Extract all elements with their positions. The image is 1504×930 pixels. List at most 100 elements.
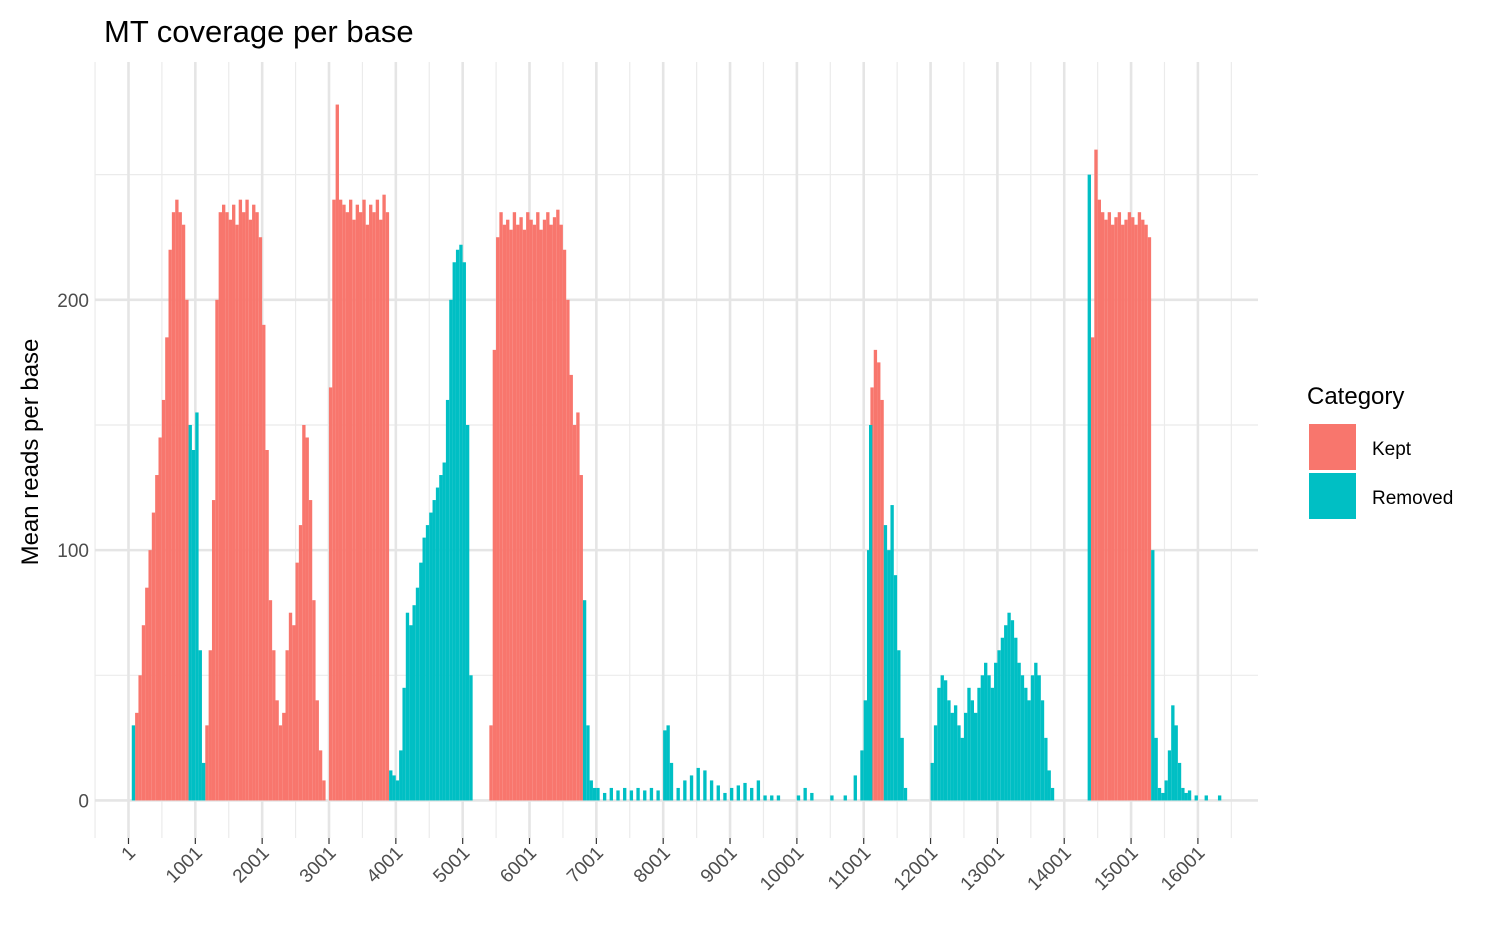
x-tick-label: 1 <box>118 843 140 865</box>
bar-kept <box>228 219 233 801</box>
bar-removed <box>629 790 634 801</box>
bar-removed <box>1177 762 1182 801</box>
bar-kept <box>218 212 222 801</box>
bar-removed <box>1154 737 1158 801</box>
bar-kept <box>318 750 323 801</box>
y-tick-label: 0 <box>78 791 89 812</box>
bar-kept <box>348 199 353 801</box>
bar-removed <box>933 725 938 801</box>
bar-removed <box>188 424 192 801</box>
bar-removed <box>756 780 761 801</box>
bar-removed <box>405 612 410 801</box>
bar-removed <box>716 785 720 801</box>
bar-removed <box>455 249 460 801</box>
bar-removed <box>201 762 206 801</box>
bar-kept <box>502 224 507 801</box>
bar-removed <box>729 787 734 801</box>
bar-removed <box>1014 637 1018 801</box>
bar-removed <box>866 550 871 801</box>
bar-removed <box>994 662 998 801</box>
bar-removed <box>1017 662 1021 801</box>
x-axis-ticks: 1 1001 2001 3001 4001 5001 6001 7001 8001 9001 100… <box>118 838 1209 895</box>
bar-removed <box>191 450 196 801</box>
bar-removed <box>656 790 660 801</box>
legend: Category Kept Removed <box>1307 383 1453 519</box>
bar-kept <box>178 212 182 801</box>
bar-kept <box>509 229 513 801</box>
legend-label-kept: Kept <box>1372 439 1412 460</box>
bar-removed <box>402 687 406 801</box>
x-tick-label: 9001 <box>697 843 742 888</box>
bar-removed <box>1171 705 1175 801</box>
bar-kept <box>1131 217 1135 801</box>
bar-removed <box>987 675 991 801</box>
bar-kept <box>362 199 366 801</box>
bar-kept <box>278 725 283 801</box>
bar-kept <box>1104 219 1108 801</box>
bar-kept <box>552 217 557 801</box>
bar-removed <box>1030 675 1035 801</box>
bar-kept <box>328 387 333 801</box>
bar-removed <box>977 687 981 801</box>
bar-kept <box>365 224 370 801</box>
bar-removed <box>1087 174 1091 801</box>
bar-kept <box>499 212 503 801</box>
bar-removed <box>1151 550 1155 801</box>
bar-kept <box>539 229 543 801</box>
bar-kept <box>262 324 266 801</box>
bar-kept <box>225 212 229 801</box>
x-tick-label: 4001 <box>363 843 408 888</box>
bar-removed <box>930 762 934 801</box>
bar-removed <box>422 537 426 801</box>
bar-kept <box>1111 224 1115 801</box>
bar-kept <box>158 437 162 801</box>
bar-kept <box>135 712 139 801</box>
bar-removed <box>676 787 680 801</box>
bar-kept <box>155 475 159 801</box>
bar-kept <box>375 199 380 801</box>
bar-removed <box>131 725 136 801</box>
bar-removed <box>445 399 450 801</box>
bar-removed <box>669 762 674 801</box>
bar-kept <box>235 224 239 801</box>
bar-kept <box>1090 337 1095 801</box>
x-tick-label: 13001 <box>957 843 1009 895</box>
bar-kept <box>165 337 169 801</box>
bar-removed <box>592 787 597 801</box>
bar-removed <box>1000 637 1005 801</box>
bar-removed <box>1194 795 1198 801</box>
x-tick-label: 10001 <box>756 843 808 895</box>
bar-removed <box>399 750 403 801</box>
bar-removed <box>649 787 654 801</box>
x-tick-label: 12001 <box>890 843 942 895</box>
bar-kept <box>1144 224 1148 801</box>
bar-removed <box>893 575 898 801</box>
bar-kept <box>532 224 537 801</box>
bar-removed <box>1020 675 1025 801</box>
bar-removed <box>984 662 988 801</box>
bar-kept <box>312 600 316 801</box>
bar-kept <box>385 212 390 801</box>
bar-kept <box>877 362 881 801</box>
bar-removed <box>963 712 968 801</box>
bar-kept <box>536 212 540 801</box>
bar-kept <box>1134 224 1138 801</box>
bar-removed <box>195 412 199 801</box>
bar-removed <box>429 512 433 801</box>
x-tick-label: 5001 <box>429 843 474 888</box>
bar-kept <box>245 199 249 801</box>
bar-kept <box>1124 219 1128 801</box>
bar-kept <box>288 612 293 801</box>
bar-removed <box>1204 795 1208 801</box>
bar-removed <box>736 785 740 801</box>
x-tick-label: 16001 <box>1157 843 1209 895</box>
bar-removed <box>602 792 607 801</box>
bar-removed <box>1044 737 1048 801</box>
bar-kept <box>285 650 289 801</box>
bar-kept <box>880 399 884 801</box>
bar-kept <box>292 625 296 801</box>
bar-kept <box>506 219 510 801</box>
bar-kept <box>379 219 383 801</box>
bar-kept <box>566 299 570 801</box>
bar-kept <box>1141 219 1145 801</box>
